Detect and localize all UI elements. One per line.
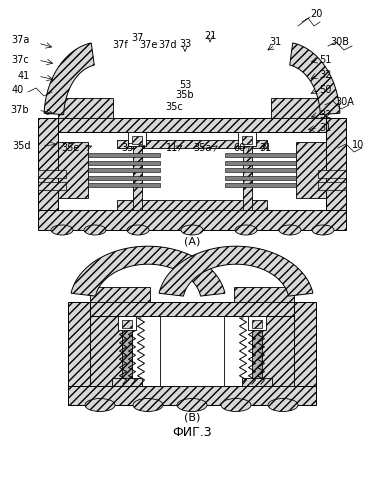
Polygon shape (242, 136, 252, 144)
Text: 31: 31 (269, 37, 281, 47)
Polygon shape (58, 142, 88, 198)
Polygon shape (296, 142, 326, 198)
Ellipse shape (268, 398, 298, 411)
Text: 53: 53 (179, 80, 191, 90)
Polygon shape (68, 386, 316, 405)
Polygon shape (225, 168, 296, 172)
Polygon shape (90, 302, 294, 316)
Text: 35d: 35d (13, 141, 31, 151)
Polygon shape (248, 316, 266, 330)
Text: 37c: 37c (11, 55, 29, 65)
Text: 37e: 37e (139, 40, 157, 50)
Polygon shape (128, 132, 146, 146)
Polygon shape (225, 160, 296, 164)
Text: 41: 41 (18, 71, 30, 81)
Polygon shape (90, 302, 128, 386)
Polygon shape (242, 378, 272, 386)
Ellipse shape (84, 225, 106, 235)
Polygon shape (133, 132, 142, 210)
Ellipse shape (177, 398, 207, 411)
Text: 37: 37 (132, 33, 144, 43)
Ellipse shape (85, 398, 115, 411)
Polygon shape (132, 136, 142, 144)
Text: (B): (B) (184, 413, 200, 423)
Text: (A): (A) (184, 237, 200, 247)
Text: 37b: 37b (11, 105, 29, 115)
Text: 31: 31 (259, 143, 271, 153)
Polygon shape (117, 200, 267, 210)
Text: 40: 40 (12, 85, 24, 95)
Polygon shape (243, 132, 252, 210)
Polygon shape (159, 246, 313, 296)
Polygon shape (318, 182, 346, 190)
Polygon shape (294, 302, 316, 386)
Ellipse shape (133, 398, 163, 411)
Polygon shape (256, 302, 294, 386)
Text: 35b: 35b (176, 90, 194, 100)
Ellipse shape (235, 225, 257, 235)
Text: 35c: 35c (165, 102, 183, 112)
Text: 60: 60 (234, 143, 246, 153)
Text: 51: 51 (319, 55, 331, 65)
Polygon shape (118, 316, 136, 330)
Text: 35a: 35a (193, 143, 211, 153)
Polygon shape (90, 287, 150, 302)
Text: 30A: 30A (336, 97, 354, 107)
Text: 32: 32 (319, 110, 331, 120)
Polygon shape (88, 183, 160, 187)
Text: 31: 31 (319, 123, 331, 133)
Polygon shape (225, 183, 296, 187)
Polygon shape (71, 246, 225, 296)
Polygon shape (290, 43, 340, 115)
Text: 33: 33 (179, 39, 191, 49)
Polygon shape (225, 153, 296, 157)
Polygon shape (44, 43, 94, 115)
Polygon shape (112, 378, 142, 386)
Text: 35e: 35e (61, 143, 79, 153)
Polygon shape (88, 168, 160, 172)
Polygon shape (271, 98, 326, 118)
Text: 30B: 30B (331, 37, 349, 47)
Text: 35: 35 (122, 143, 134, 153)
Text: 10: 10 (352, 140, 364, 150)
Text: 20: 20 (310, 9, 322, 19)
Polygon shape (68, 302, 90, 386)
Polygon shape (160, 316, 224, 386)
Polygon shape (122, 316, 132, 386)
Ellipse shape (51, 225, 73, 235)
Polygon shape (252, 320, 262, 328)
Polygon shape (88, 176, 160, 180)
Polygon shape (117, 140, 267, 148)
Ellipse shape (221, 398, 251, 411)
Ellipse shape (279, 225, 301, 235)
Text: ФИГ.3: ФИГ.3 (172, 426, 212, 438)
Polygon shape (88, 153, 160, 157)
Polygon shape (234, 287, 294, 302)
Text: 37a: 37a (11, 35, 29, 45)
Polygon shape (326, 118, 346, 210)
Text: 21: 21 (204, 31, 216, 41)
Text: 37f: 37f (112, 40, 128, 50)
Ellipse shape (181, 225, 203, 235)
Polygon shape (58, 118, 326, 132)
Polygon shape (38, 118, 58, 210)
Ellipse shape (127, 225, 149, 235)
Text: 32: 32 (319, 70, 331, 80)
Polygon shape (238, 132, 256, 146)
Polygon shape (58, 98, 113, 118)
Polygon shape (38, 182, 66, 190)
Polygon shape (122, 320, 132, 328)
Polygon shape (38, 210, 346, 230)
Text: 50: 50 (319, 85, 331, 95)
Polygon shape (88, 160, 160, 164)
Polygon shape (225, 176, 296, 180)
Polygon shape (252, 316, 262, 386)
Text: 37d: 37d (159, 40, 177, 50)
Text: 11: 11 (166, 143, 178, 153)
Polygon shape (318, 170, 346, 178)
Polygon shape (38, 170, 66, 178)
Ellipse shape (312, 225, 334, 235)
